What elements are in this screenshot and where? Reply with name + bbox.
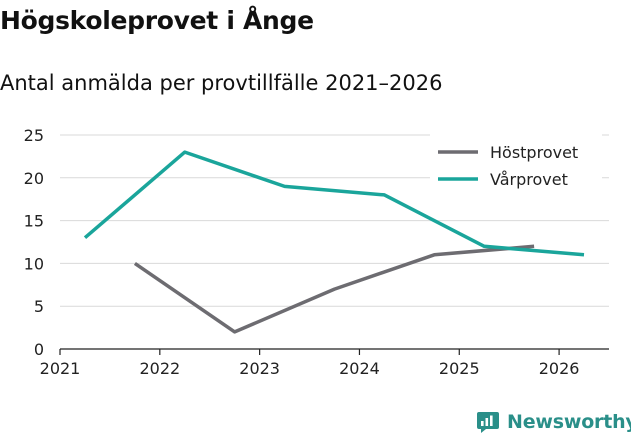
x-tick-label: 2021 xyxy=(40,359,81,378)
x-tick-label: 2026 xyxy=(539,359,580,378)
y-tick-label: 15 xyxy=(24,212,44,231)
series-line-hostprovet xyxy=(133,244,535,334)
newsworthy-logo: Newsworthy xyxy=(476,407,631,437)
y-tick-label: 25 xyxy=(24,126,44,145)
series-line-varprovet xyxy=(83,150,585,257)
newsworthy-bar-chart-icon xyxy=(477,412,499,433)
x-tick-label: 2022 xyxy=(139,359,180,378)
y-tick-label: 0 xyxy=(34,340,44,359)
x-tick-label: 2023 xyxy=(239,359,280,378)
brand-name: Newsworthy xyxy=(507,411,631,433)
legend-background xyxy=(430,132,602,198)
x-tick-label: 2025 xyxy=(439,359,480,378)
y-tick-label: 20 xyxy=(24,169,44,188)
chart-subtitle: Antal anmälda per provtillfälle 2021–202… xyxy=(0,71,443,95)
legend-label: Vårprovet xyxy=(490,170,568,189)
chart-title: Högskoleprovet i Ånge xyxy=(0,6,314,35)
y-tick-label: 5 xyxy=(34,297,44,316)
x-tick-label: 2024 xyxy=(339,359,380,378)
legend-label: Höstprovet xyxy=(490,143,578,162)
y-tick-label: 10 xyxy=(24,254,44,273)
